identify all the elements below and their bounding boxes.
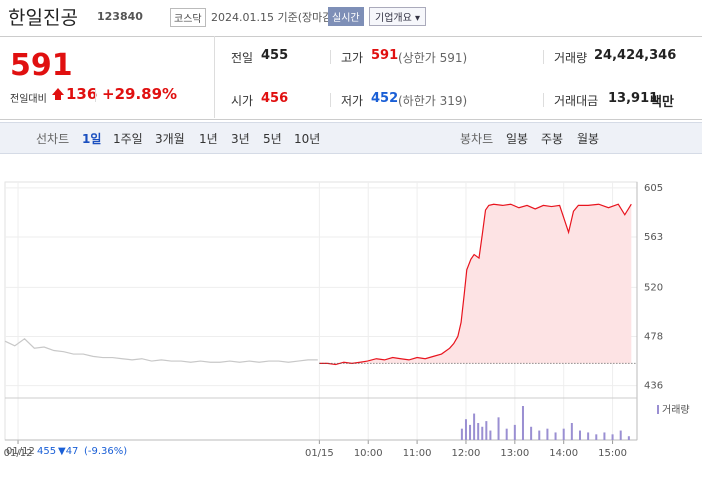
item-value: 452 xyxy=(371,91,399,106)
y-tick-label: 605 xyxy=(644,183,663,194)
x-tick-label: 14:00 xyxy=(549,448,578,459)
volume-bar xyxy=(464,419,467,440)
item-note: (상한가 591) xyxy=(398,51,468,65)
item-label: 시가 xyxy=(231,94,254,108)
footer-pct: (-9.36%) xyxy=(84,446,128,457)
item-label: 거래량 xyxy=(554,51,588,65)
footer-price: 455 xyxy=(37,446,57,457)
volume-bar xyxy=(538,430,541,440)
item-value: 455 xyxy=(261,48,289,63)
y-tick-label: 520 xyxy=(644,282,663,293)
date: 2024.01.15 기준(장마감) xyxy=(211,11,337,24)
company-label[interactable]: 기업개요 xyxy=(375,13,412,24)
y-tick-label: 563 xyxy=(644,232,663,243)
tab[interactable]: 일봉 xyxy=(506,132,529,146)
x-tick-label: 10:00 xyxy=(354,448,383,459)
price: 591 xyxy=(10,48,73,83)
area xyxy=(319,204,632,365)
x-tick-label: 01/15 xyxy=(305,448,334,459)
realtime-button[interactable]: 실시간 xyxy=(328,7,364,26)
footer-change: ▼47 xyxy=(58,446,79,457)
item-note: (하한가 319) xyxy=(398,94,468,108)
item-label: 전일 xyxy=(231,51,254,65)
tab-group-label: 봉차트 xyxy=(460,132,494,146)
item-label: 거래대금 xyxy=(554,94,599,108)
x-tick-label: 15:00 xyxy=(598,448,627,459)
tab[interactable]: 5년 xyxy=(263,132,282,146)
tab-group-label: 선차트 xyxy=(36,132,70,146)
change-label: 전일대비 xyxy=(10,94,47,105)
x-tick-label: 01/12 xyxy=(4,448,33,459)
tab[interactable]: 1일 xyxy=(82,132,102,146)
item-label: 저가 xyxy=(341,94,364,108)
separator xyxy=(543,50,544,64)
market-badge: 코스닥 xyxy=(170,8,206,27)
price-line xyxy=(319,203,632,366)
tab[interactable]: 10년 xyxy=(294,132,321,146)
volume-bar xyxy=(562,428,565,440)
volume-bar xyxy=(603,432,606,440)
separator xyxy=(543,93,544,107)
separator xyxy=(330,93,331,107)
volume-bar xyxy=(530,426,533,440)
y-tick-label: 478 xyxy=(644,331,663,342)
volume-bar xyxy=(481,426,484,440)
volume-bar xyxy=(587,432,590,440)
item-value: 24,424,346 xyxy=(594,48,677,63)
tab[interactable]: 월봉 xyxy=(577,132,600,146)
tab[interactable]: 1주일 xyxy=(113,132,143,146)
item-label: 고가 xyxy=(341,51,364,65)
volume-bar xyxy=(497,417,500,440)
volume-bar xyxy=(521,406,524,440)
item-value: 13,911 xyxy=(608,91,659,106)
volume-bar xyxy=(489,430,492,440)
summary-box xyxy=(0,36,702,120)
volume-bar xyxy=(554,432,557,440)
change: 136 xyxy=(66,85,98,103)
x-tick-label: 13:00 xyxy=(500,448,529,459)
separator xyxy=(330,50,331,64)
item-value: 591 xyxy=(371,48,399,63)
volume-bar xyxy=(505,428,508,440)
separator xyxy=(95,88,96,102)
footer-date: 01/12 xyxy=(6,446,35,457)
volume-bar xyxy=(473,413,476,440)
volume-bar xyxy=(477,423,480,440)
volume-label: 거래량 xyxy=(662,404,690,416)
tab[interactable]: 1년 xyxy=(199,132,218,146)
volume-bar xyxy=(578,430,581,440)
volume-bar xyxy=(627,436,630,440)
tab[interactable]: 3년 xyxy=(231,132,250,146)
up-arrow xyxy=(52,88,64,100)
volume-bar xyxy=(513,424,516,440)
volume-bar xyxy=(595,434,598,440)
y-tick-label: 436 xyxy=(644,381,663,392)
stock-name: 한일진공 xyxy=(8,7,78,29)
item-unit: 백만 xyxy=(650,95,674,110)
volume-legend-swatch xyxy=(657,405,659,414)
volume-bar xyxy=(619,430,622,440)
volume-bar xyxy=(570,423,573,440)
volume-bar xyxy=(460,428,463,440)
x-tick-label: 12:00 xyxy=(452,448,481,459)
volume-bar xyxy=(546,428,549,440)
company-button[interactable]: 기업개요 ▾ xyxy=(369,7,427,26)
tab[interactable]: 주봉 xyxy=(541,132,564,146)
volume-bar xyxy=(485,421,488,440)
tab[interactable]: 3개월 xyxy=(155,132,185,146)
price-line xyxy=(4,338,318,363)
tab-bar xyxy=(0,122,702,154)
change-pct: +29.89% xyxy=(102,85,178,103)
item-value: 456 xyxy=(261,91,289,106)
volume-bar xyxy=(611,434,614,440)
volume-bar xyxy=(469,424,472,440)
price-panel xyxy=(0,36,215,118)
stock-code: 123840 xyxy=(97,10,143,23)
x-tick-label: 11:00 xyxy=(403,448,432,459)
